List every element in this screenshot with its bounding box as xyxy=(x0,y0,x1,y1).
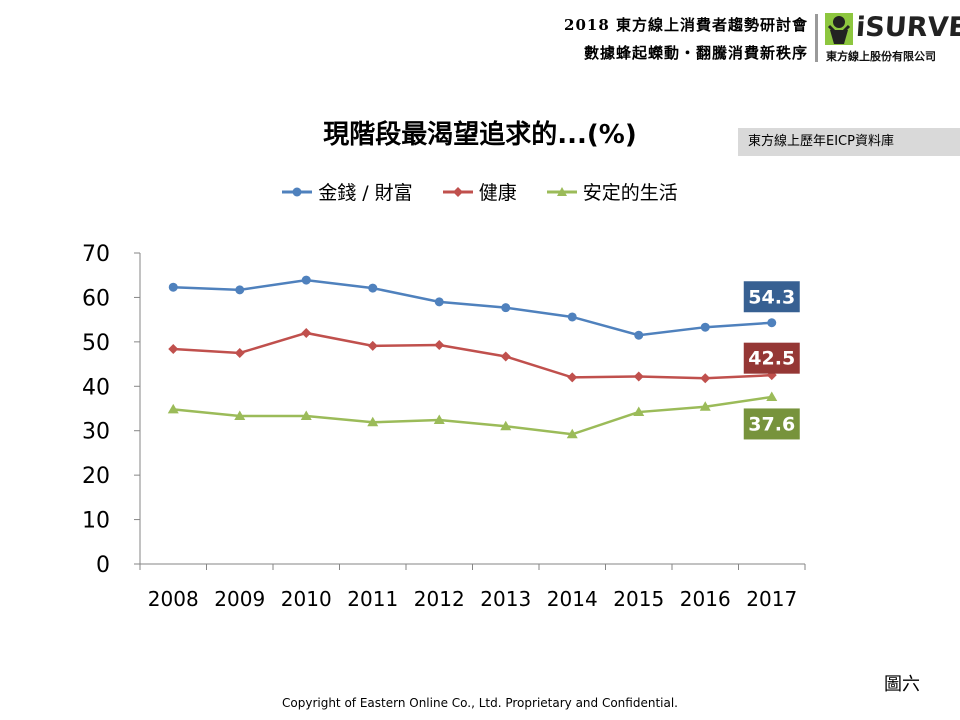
data-point xyxy=(433,414,445,425)
data-point xyxy=(368,283,378,293)
x-tick-label: 2009 xyxy=(214,587,265,611)
header-event-title: 2018 東方線上消費者趨勢研討會 xyxy=(564,16,808,34)
data-point xyxy=(434,339,445,350)
x-tick-label: 2014 xyxy=(547,587,598,611)
data-point xyxy=(500,420,512,431)
data-point xyxy=(168,343,179,354)
data-point xyxy=(234,410,246,421)
data-point xyxy=(567,372,578,383)
logo-company-name: 東方線上股份有限公司 xyxy=(826,50,936,63)
y-tick-label: 20 xyxy=(82,464,110,489)
header-divider xyxy=(815,14,818,62)
x-tick-label: 2012 xyxy=(414,587,465,611)
y-tick-label: 0 xyxy=(96,553,110,578)
copyright-notice: Copyright of Eastern Online Co., Ltd. Pr… xyxy=(282,696,678,710)
y-tick-label: 70 xyxy=(82,242,110,267)
data-point xyxy=(367,340,378,351)
data-point xyxy=(168,282,178,292)
logo-figure-icon xyxy=(825,13,853,45)
y-tick-label: 50 xyxy=(82,331,110,356)
data-point xyxy=(699,401,711,411)
chart-legend: 金錢 / 財富 健康 安定的生活 xyxy=(0,178,960,205)
data-point xyxy=(633,406,645,417)
legend-marker-triangle-icon xyxy=(546,186,577,196)
end-value-label: 37.6 xyxy=(748,413,795,435)
data-point xyxy=(700,373,711,384)
data-point xyxy=(367,416,379,427)
data-point xyxy=(301,275,311,285)
x-tick-label: 2011 xyxy=(347,587,398,611)
x-tick-label: 2016 xyxy=(680,587,731,611)
data-point xyxy=(766,391,778,401)
y-tick-label: 30 xyxy=(82,420,110,445)
legend-label-health: 健康 xyxy=(478,182,517,204)
legend-label-money: 金錢 / 財富 xyxy=(318,182,413,204)
legend-item-stable-life: 安定的生活 xyxy=(546,178,678,205)
data-point xyxy=(767,318,777,328)
y-tick-label: 60 xyxy=(82,286,110,311)
end-value-label-box xyxy=(743,408,800,440)
data-point xyxy=(300,410,312,421)
data-point xyxy=(301,327,312,338)
source-label: 東方線上歷年EICP資料庫 xyxy=(738,128,960,156)
end-value-label-box xyxy=(743,342,800,374)
data-point xyxy=(567,312,577,322)
x-tick-label: 2017 xyxy=(746,587,797,611)
x-tick-label: 2013 xyxy=(480,587,531,611)
legend-marker-circle-icon xyxy=(282,187,313,196)
data-point xyxy=(434,297,444,307)
data-point xyxy=(501,303,511,313)
end-value-label-box xyxy=(743,281,800,313)
series-line xyxy=(173,278,772,337)
x-tick-label: 2008 xyxy=(148,587,199,611)
end-value-label: 54.3 xyxy=(748,286,795,308)
data-point xyxy=(633,371,644,382)
data-point xyxy=(566,428,578,439)
data-point xyxy=(634,330,644,340)
header-event-subtitle: 數據蜂起蠑動・翻騰消費新秩序 xyxy=(583,44,808,62)
series-line xyxy=(173,331,772,380)
end-value-label: 42.5 xyxy=(748,348,795,370)
data-point xyxy=(500,351,511,362)
chart-title: 現階段最渴望追求的...(%) xyxy=(323,120,637,150)
data-point xyxy=(167,403,179,414)
data-point xyxy=(235,285,245,295)
figure-number: 圖六 xyxy=(884,674,920,695)
isurvey-logo: iSURVEY 東方線上股份有限公司 xyxy=(824,12,960,66)
legend-label-stable-life: 安定的生活 xyxy=(582,182,678,204)
x-tick-label: 2015 xyxy=(613,587,664,611)
x-tick-label: 2010 xyxy=(281,587,332,611)
data-point xyxy=(234,347,245,358)
legend-item-health: 健康 xyxy=(442,178,517,205)
data-point xyxy=(700,322,710,332)
legend-item-money: 金錢 / 財富 xyxy=(282,178,413,205)
y-tick-label: 40 xyxy=(82,375,110,400)
series-line xyxy=(173,395,772,436)
y-tick-label: 10 xyxy=(82,509,110,534)
legend-marker-diamond-icon xyxy=(442,186,473,197)
